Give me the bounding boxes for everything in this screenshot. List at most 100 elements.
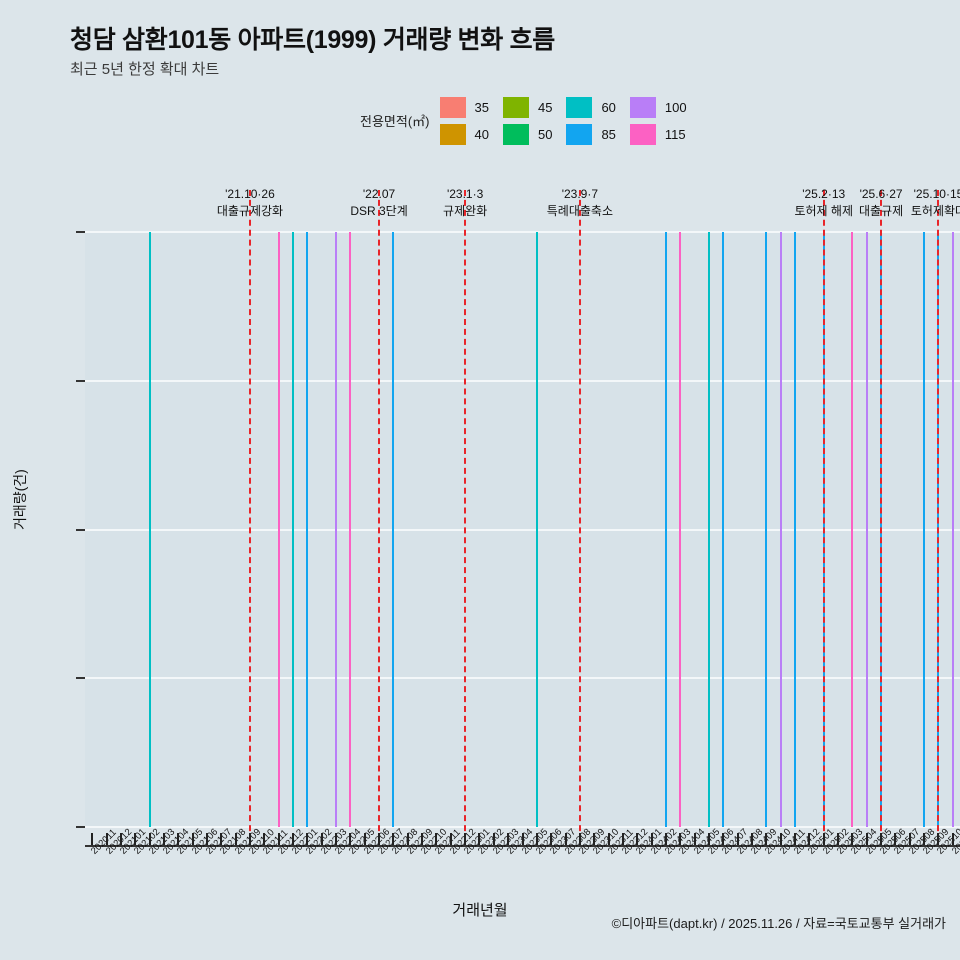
event-date: '25.2·13 bbox=[802, 187, 846, 201]
legend-swatch-100 bbox=[629, 96, 656, 118]
legend-label: 50 bbox=[537, 126, 553, 142]
x-tick-mark bbox=[148, 833, 151, 845]
x-tick-mark bbox=[808, 833, 811, 845]
legend-item[interactable]: 60 bbox=[566, 95, 616, 119]
x-tick-mark bbox=[550, 833, 553, 845]
x-tick-mark bbox=[119, 833, 122, 845]
event-annotation: '23.1·3 규제완화 bbox=[443, 186, 487, 221]
event-line bbox=[248, 190, 251, 841]
data-line-85 bbox=[306, 232, 309, 827]
legend-swatch-85 bbox=[566, 123, 593, 145]
x-tick-mark bbox=[923, 833, 926, 845]
data-line-115 bbox=[851, 232, 854, 827]
legend-label: 85 bbox=[601, 126, 616, 142]
event-date: '25.6·27 bbox=[859, 187, 903, 201]
x-tick-mark bbox=[335, 833, 338, 845]
x-tick-mark bbox=[535, 833, 538, 845]
legend-label: 100 bbox=[664, 99, 687, 115]
x-tick-mark bbox=[937, 833, 940, 845]
event-name: 대출규제 bbox=[859, 204, 904, 219]
x-tick-mark bbox=[908, 833, 911, 845]
x-tick-mark bbox=[91, 833, 94, 845]
legend-label: 60 bbox=[601, 99, 616, 115]
x-tick-mark bbox=[951, 833, 954, 845]
x-tick-mark bbox=[421, 833, 424, 845]
x-tick-mark bbox=[492, 833, 495, 845]
x-tick-mark bbox=[521, 833, 524, 845]
data-line-85 bbox=[794, 232, 797, 827]
x-axis-line bbox=[85, 845, 960, 847]
x-tick-mark bbox=[722, 833, 725, 845]
x-tick-mark bbox=[607, 833, 610, 845]
data-line-85 bbox=[392, 232, 395, 827]
legend-label: 115 bbox=[664, 126, 686, 142]
data-line-85 bbox=[722, 232, 725, 827]
x-tick-mark bbox=[248, 833, 251, 845]
event-date: '23.9·7 bbox=[561, 187, 599, 201]
legend-item[interactable]: 115 bbox=[629, 122, 687, 146]
x-tick-mark bbox=[765, 833, 768, 845]
x-tick-mark bbox=[837, 833, 840, 845]
x-tick-mark bbox=[191, 833, 194, 845]
legend-swatch-40 bbox=[439, 123, 466, 145]
gridline bbox=[85, 379, 960, 382]
legend-swatch-60 bbox=[566, 96, 593, 118]
data-line-85 bbox=[923, 232, 926, 827]
data-line-115 bbox=[277, 232, 280, 827]
legend-item[interactable]: 45 bbox=[502, 95, 553, 119]
x-tick-mark bbox=[593, 833, 596, 845]
x-tick-mark bbox=[578, 833, 581, 845]
event-line bbox=[378, 190, 381, 841]
event-name: 토허제확대 bbox=[910, 204, 960, 219]
x-tick-mark bbox=[736, 833, 739, 845]
legend-item[interactable]: 100 bbox=[629, 95, 687, 119]
x-tick-mark bbox=[894, 833, 897, 845]
x-tick-mark bbox=[291, 833, 294, 845]
footer-credit: ©디아파트(dapt.kr) / 2025.11.26 / 자료=국토교통부 실… bbox=[611, 916, 946, 931]
event-annotation: '25.10·15 토허제확대 bbox=[911, 186, 960, 221]
x-tick-mark bbox=[234, 833, 237, 845]
x-tick-mark bbox=[664, 833, 667, 845]
x-tick-mark bbox=[794, 833, 797, 845]
x-tick-mark bbox=[134, 833, 137, 845]
event-line bbox=[578, 190, 581, 841]
gridline bbox=[85, 677, 960, 680]
y-tick-mark bbox=[76, 826, 85, 828]
legend-item[interactable]: 40 bbox=[439, 122, 489, 146]
legend-swatch-50 bbox=[502, 123, 529, 145]
legend-item[interactable]: 50 bbox=[502, 122, 553, 146]
legend: 전용면적(㎡) 35 45 60 100 40 50 85 115 bbox=[360, 95, 687, 146]
event-date: '25.10·15 bbox=[913, 187, 960, 201]
event-line bbox=[464, 190, 467, 841]
x-tick-mark bbox=[277, 833, 280, 845]
data-line-85 bbox=[765, 232, 768, 827]
legend-item[interactable]: 85 bbox=[566, 122, 616, 146]
event-line bbox=[937, 190, 940, 841]
x-tick-mark bbox=[679, 833, 682, 845]
y-tick-mark bbox=[76, 231, 85, 233]
x-tick-mark bbox=[779, 833, 782, 845]
x-tick-mark bbox=[507, 833, 510, 845]
x-tick-mark bbox=[378, 833, 381, 845]
x-tick-mark bbox=[349, 833, 352, 845]
x-tick-mark bbox=[205, 833, 208, 845]
legend-label: 40 bbox=[474, 126, 489, 142]
data-line-60 bbox=[707, 232, 710, 827]
event-date: '22.07 bbox=[362, 187, 396, 201]
event-name: DSR 3단계 bbox=[350, 204, 408, 219]
gridline bbox=[85, 528, 960, 531]
x-tick-mark bbox=[177, 833, 180, 845]
data-line-115 bbox=[349, 232, 352, 827]
x-tick-mark bbox=[822, 833, 825, 845]
event-annotation: '21.10·26 대출규제강화 bbox=[217, 186, 283, 221]
legend-label: 45 bbox=[537, 99, 553, 115]
x-tick-mark bbox=[636, 833, 639, 845]
data-line-60 bbox=[291, 232, 294, 827]
data-line-100 bbox=[951, 232, 954, 827]
x-tick-mark bbox=[320, 833, 323, 845]
legend-item[interactable]: 35 bbox=[439, 95, 489, 119]
event-date: '21.10·26 bbox=[225, 187, 275, 201]
legend-swatch-115 bbox=[629, 123, 656, 145]
